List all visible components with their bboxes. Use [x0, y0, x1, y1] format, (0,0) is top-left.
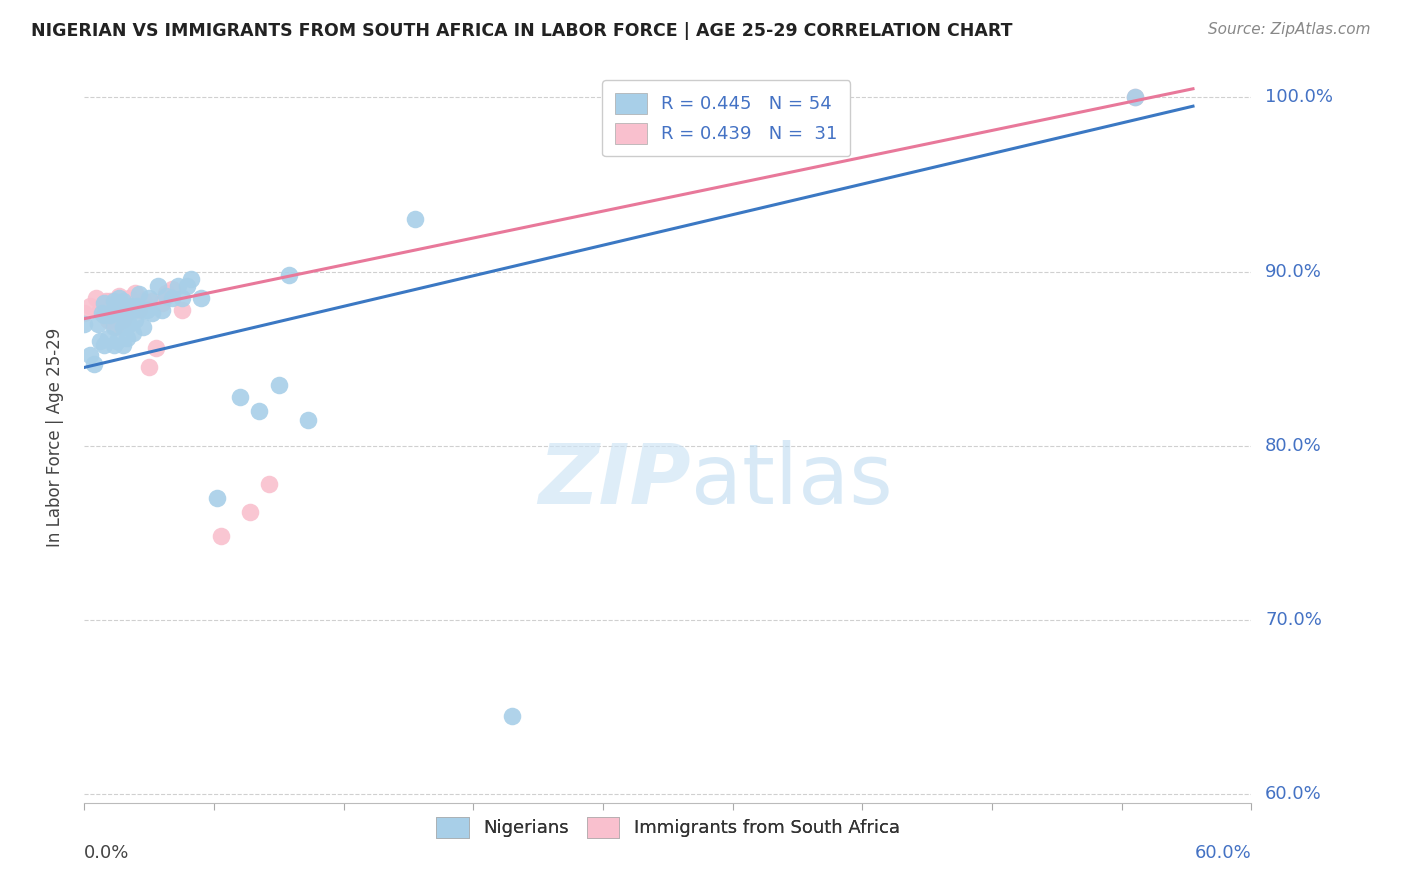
- Text: 80.0%: 80.0%: [1265, 437, 1322, 455]
- Text: 90.0%: 90.0%: [1265, 262, 1322, 281]
- Point: [150, 302, 173, 317]
- Point: [249, 404, 271, 418]
- Point: [1123, 90, 1146, 104]
- Point: [125, 300, 148, 314]
- Point: [103, 320, 125, 334]
- Point: [128, 287, 150, 301]
- Text: atlas: atlas: [692, 441, 893, 522]
- Text: NIGERIAN VS IMMIGRANTS FROM SOUTH AFRICA IN LABOR FORCE | AGE 25-29 CORRELATION : NIGERIAN VS IMMIGRANTS FROM SOUTH AFRICA…: [31, 22, 1012, 40]
- Point: [103, 302, 125, 317]
- Point: [89, 302, 111, 317]
- Y-axis label: In Labor Force | Age 25-29: In Labor Force | Age 25-29: [45, 327, 63, 547]
- Text: 0.0%: 0.0%: [84, 845, 129, 863]
- Point: [115, 306, 138, 320]
- Point: [155, 285, 177, 300]
- Point: [180, 271, 202, 285]
- Point: [138, 360, 160, 375]
- Text: 70.0%: 70.0%: [1265, 611, 1322, 629]
- Point: [122, 296, 145, 310]
- Point: [122, 302, 145, 317]
- Point: [267, 377, 290, 392]
- Point: [150, 296, 173, 310]
- Point: [89, 334, 111, 349]
- Point: [103, 338, 125, 352]
- Point: [229, 390, 252, 404]
- Point: [257, 477, 280, 491]
- Point: [118, 291, 141, 305]
- Point: [141, 294, 163, 309]
- Point: [107, 334, 129, 349]
- Point: [112, 320, 135, 334]
- Point: [97, 331, 120, 345]
- Point: [97, 313, 120, 327]
- Point: [170, 291, 193, 305]
- Point: [110, 300, 132, 314]
- Text: 100.0%: 100.0%: [1265, 88, 1333, 106]
- Text: ZIP: ZIP: [538, 441, 692, 522]
- Point: [160, 282, 183, 296]
- Point: [120, 300, 142, 314]
- Text: Source: ZipAtlas.com: Source: ZipAtlas.com: [1208, 22, 1371, 37]
- Point: [93, 338, 115, 352]
- Point: [209, 529, 232, 543]
- Point: [94, 294, 117, 309]
- Point: [148, 278, 170, 293]
- Point: [112, 338, 135, 352]
- Point: [132, 294, 155, 309]
- Point: [83, 357, 105, 371]
- Point: [1123, 90, 1146, 104]
- Point: [160, 291, 183, 305]
- Text: 60.0%: 60.0%: [1265, 785, 1322, 803]
- Point: [112, 306, 135, 320]
- Point: [404, 212, 426, 227]
- Point: [98, 294, 121, 309]
- Point: [166, 278, 188, 293]
- Point: [87, 317, 110, 331]
- Point: [118, 317, 141, 331]
- Point: [104, 320, 127, 334]
- Point: [124, 285, 146, 300]
- Point: [138, 291, 160, 305]
- Point: [108, 289, 131, 303]
- Point: [115, 331, 138, 345]
- Point: [79, 348, 101, 362]
- Point: [79, 300, 101, 314]
- Point: [132, 320, 155, 334]
- Point: [107, 300, 129, 314]
- Point: [190, 291, 212, 305]
- Point: [112, 294, 135, 309]
- Point: [239, 505, 262, 519]
- Point: [115, 306, 138, 320]
- Point: [145, 341, 167, 355]
- Point: [98, 308, 121, 322]
- Point: [297, 412, 319, 426]
- Point: [103, 302, 125, 317]
- Point: [176, 278, 198, 293]
- Point: [73, 306, 96, 320]
- Point: [141, 306, 163, 320]
- Point: [128, 302, 150, 317]
- Point: [205, 491, 228, 505]
- Legend: Nigerians, Immigrants from South Africa: Nigerians, Immigrants from South Africa: [429, 810, 907, 845]
- Point: [93, 308, 115, 322]
- Point: [108, 291, 131, 305]
- Point: [170, 302, 193, 317]
- Point: [73, 317, 96, 331]
- Point: [135, 302, 157, 317]
- Point: [501, 708, 523, 723]
- Point: [90, 306, 112, 320]
- Point: [84, 291, 107, 305]
- Point: [112, 313, 135, 327]
- Point: [108, 306, 131, 320]
- Text: 60.0%: 60.0%: [1195, 845, 1251, 863]
- Point: [103, 294, 125, 309]
- Point: [155, 289, 177, 303]
- Point: [132, 302, 155, 317]
- Point: [93, 306, 115, 320]
- Point: [124, 313, 146, 327]
- Point: [277, 268, 299, 282]
- Point: [122, 326, 145, 340]
- Point: [93, 296, 115, 310]
